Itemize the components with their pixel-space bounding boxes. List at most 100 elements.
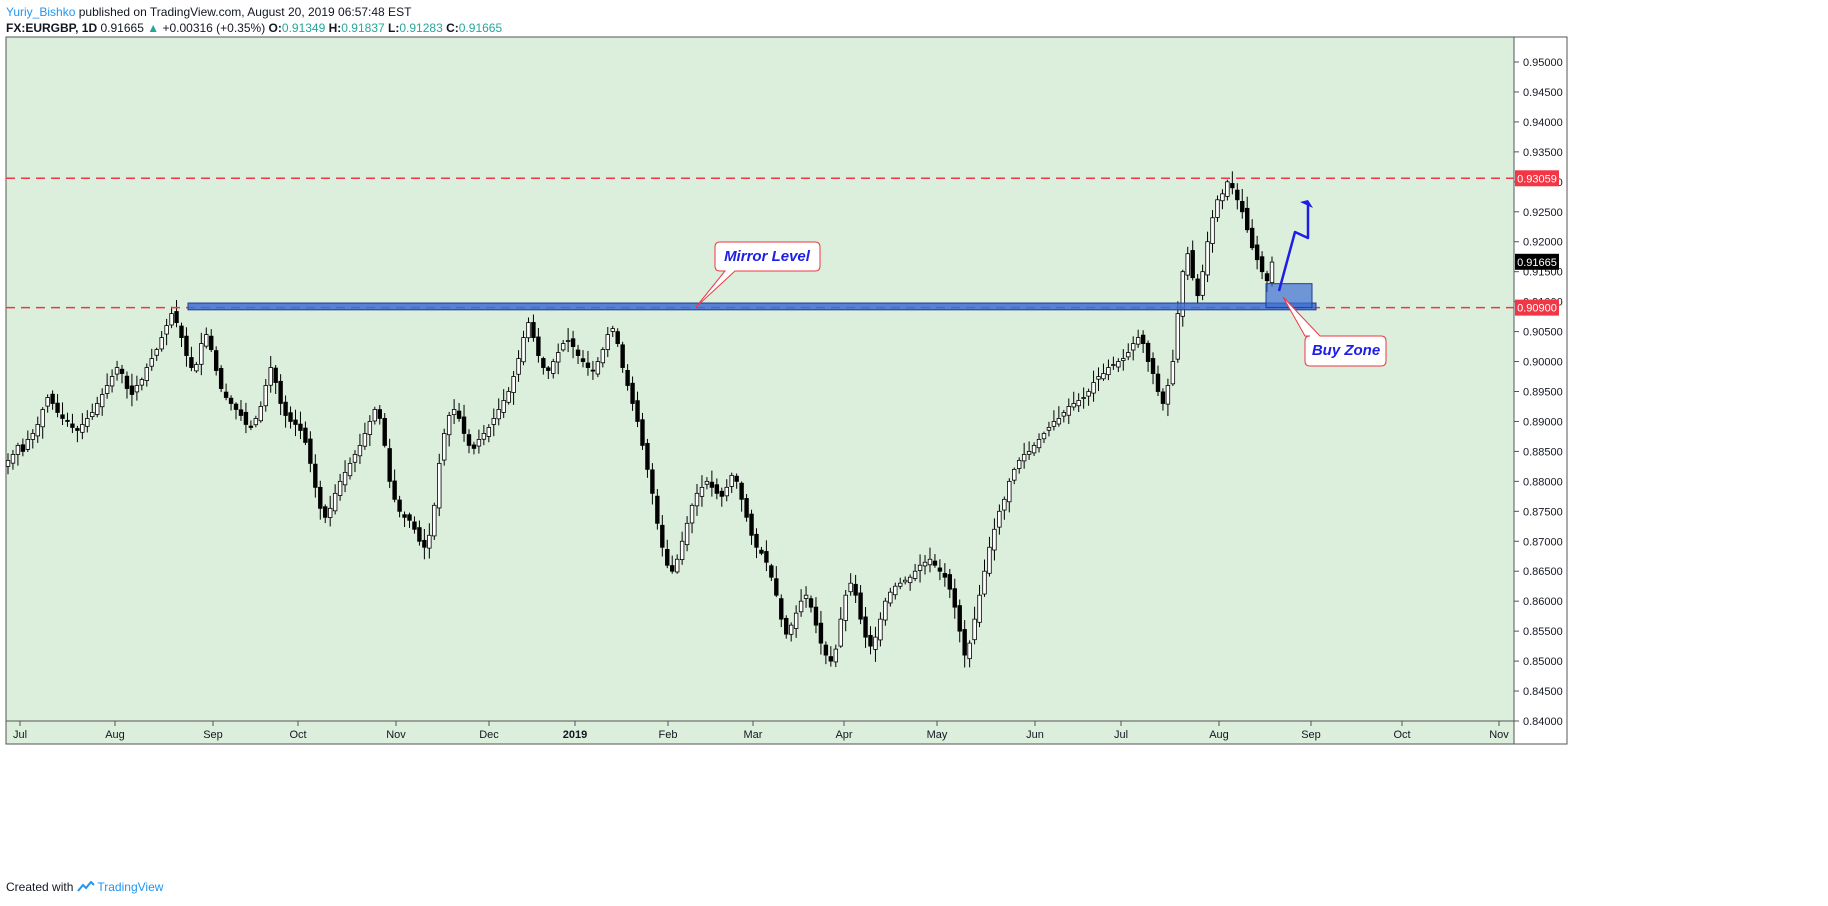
bearish-candle	[124, 375, 130, 389]
bullish-candle	[80, 424, 85, 433]
bearish-candle	[749, 513, 754, 536]
bullish-candle	[45, 397, 50, 407]
bullish-candle	[104, 385, 110, 394]
plot-area[interactable]	[5, 36, 1515, 745]
bearish-candle	[1249, 227, 1255, 249]
buy-zone-label: Buy Zone	[1312, 342, 1380, 359]
bearish-candle	[1155, 373, 1161, 392]
bullish-candle	[560, 343, 566, 351]
annotation-layer: 0.93059 0.90900 0.91665 Mirror Level Buy Zon…	[6, 170, 1559, 367]
bearish-candle	[580, 358, 586, 362]
bearish-candle	[670, 565, 675, 572]
bullish-candle	[1076, 400, 1081, 407]
bullish-candle	[967, 642, 972, 660]
bearish-candle	[1145, 342, 1151, 362]
close-value: 0.91665	[458, 21, 503, 35]
bearish-candle	[323, 506, 328, 518]
y-tick-label: 0.92000	[1523, 237, 1563, 249]
bullish-candle	[481, 433, 487, 440]
y-tick-label: 0.88500	[1523, 446, 1563, 458]
bearish-candle	[774, 578, 779, 596]
bullish-candle	[144, 367, 149, 381]
bearish-candle	[1259, 256, 1265, 273]
author-link[interactable]: Yuriy_Bishko	[6, 5, 76, 19]
bullish-candle	[1220, 193, 1225, 202]
bearish-candle	[402, 514, 407, 518]
bullish-candle	[90, 412, 95, 417]
x-tick-label: Dec	[479, 729, 499, 741]
bullish-candle	[1121, 358, 1126, 361]
mirror-level-label: Mirror Level	[724, 248, 811, 265]
level-price-tag	[1515, 170, 1559, 187]
bullish-candle	[362, 433, 368, 447]
open-label: O:	[268, 21, 282, 35]
bearish-candle	[1150, 358, 1156, 374]
publish-info: published on TradingView.com, August 20,…	[78, 5, 412, 19]
level-price-label: 0.90900	[1517, 303, 1557, 315]
bearish-candle	[1230, 183, 1235, 189]
bullish-candle	[600, 349, 606, 364]
bearish-candle	[932, 560, 938, 566]
bearish-candle	[50, 393, 55, 404]
symbol-label[interactable]: FX:EURGBP, 1D	[6, 21, 98, 35]
y-tick-label: 0.89000	[1523, 416, 1563, 428]
bullish-candle	[1200, 271, 1205, 296]
x-tick-label: May	[927, 729, 948, 741]
bearish-candle	[70, 423, 75, 428]
bearish-candle	[412, 521, 417, 530]
bullish-candle	[442, 433, 447, 461]
x-tick-label: Jul	[13, 729, 27, 741]
x-tick-label: Oct	[1393, 729, 1410, 741]
tradingview-logo[interactable]: TradingView	[77, 880, 163, 894]
price-axis[interactable]	[1513, 36, 1568, 745]
x-tick-label: 2019	[563, 729, 587, 741]
bearish-candle	[422, 539, 427, 548]
chart-header: Yuriy_Bishko published on TradingView.co…	[6, 4, 502, 36]
bullish-candle	[1086, 391, 1091, 397]
bearish-candle	[1235, 189, 1240, 201]
bearish-candle	[868, 634, 873, 647]
bullish-candle	[1101, 373, 1106, 380]
bearish-candle	[387, 448, 392, 482]
x-tick-label: Aug	[105, 729, 125, 741]
bearish-candle	[531, 322, 536, 338]
bearish-candle	[233, 403, 239, 410]
bullish-candle	[1131, 343, 1136, 351]
bullish-candle	[883, 600, 888, 621]
bullish-candle	[511, 376, 516, 393]
bullish-candle	[139, 379, 145, 386]
bullish-candle	[194, 364, 199, 372]
bullish-candle	[1116, 361, 1121, 368]
bullish-candle	[15, 445, 21, 455]
y-tick-label: 0.86500	[1523, 566, 1563, 578]
bearish-candle	[734, 475, 739, 482]
bullish-candle	[437, 462, 442, 509]
bullish-candle	[1036, 439, 1042, 449]
bullish-candle	[610, 328, 615, 332]
bullish-candle	[40, 409, 45, 428]
y-tick-label: 0.87500	[1523, 506, 1563, 518]
bullish-candle	[134, 385, 140, 393]
bullish-candle	[992, 528, 997, 551]
bearish-candle	[303, 427, 308, 443]
bullish-candle	[1031, 445, 1037, 454]
bullish-candle	[95, 403, 100, 415]
bearish-candle	[858, 592, 863, 620]
bearish-candle	[942, 573, 948, 578]
bearish-candle	[397, 499, 402, 512]
bearish-candle	[536, 336, 541, 356]
bullish-candle	[689, 504, 695, 524]
bullish-candle	[1210, 217, 1215, 244]
bullish-candle	[357, 445, 363, 457]
bullish-candle	[204, 334, 209, 347]
bearish-candle	[541, 358, 546, 368]
bullish-candle	[1081, 397, 1086, 399]
bullish-candle	[5, 459, 11, 467]
y-tick-label: 0.90000	[1523, 357, 1563, 369]
bullish-candle	[893, 585, 898, 596]
bearish-candle	[754, 533, 759, 548]
bearish-candle	[570, 338, 576, 347]
bullish-candle	[902, 579, 908, 583]
tradingview-brand: TradingView	[97, 880, 164, 894]
